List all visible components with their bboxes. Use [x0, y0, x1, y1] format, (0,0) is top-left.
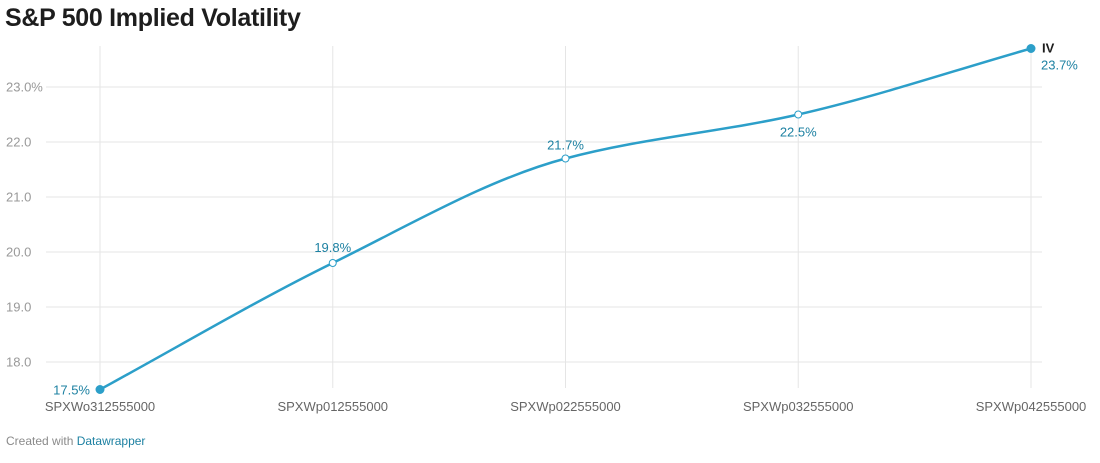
x-tick-label: SPXWo312555000 [45, 399, 155, 414]
y-tick-label: 22.0 [6, 135, 31, 150]
y-tick-label: 19.0 [6, 300, 31, 315]
y-tick-label: 23.0% [6, 80, 43, 95]
data-label: 19.8% [314, 240, 351, 255]
datawrapper-link[interactable]: Datawrapper [76, 434, 146, 448]
x-tick-label: SPXWp012555000 [277, 399, 388, 414]
x-tick-label: SPXWp022555000 [510, 399, 621, 414]
footer-credit: Created with Datawrapper [6, 434, 145, 448]
data-point [1026, 44, 1036, 53]
footer-prefix: Created with [6, 434, 74, 448]
data-point [95, 385, 105, 394]
y-tick-label: 18.0 [6, 355, 31, 370]
chart-title: S&P 500 Implied Volatility [5, 4, 301, 32]
x-tick-label: SPXWp042555000 [976, 399, 1087, 414]
line-chart: 18.0 19.0 20.0 21.0 22.0 23.0% SPXWo312555000 S… [6, 41, 1087, 415]
data-label: 23.7% [1041, 58, 1078, 73]
data-label: 22.5% [780, 125, 817, 140]
data-point [794, 110, 803, 119]
data-label: 17.5% [53, 383, 90, 398]
data-point [328, 259, 337, 267]
y-tick-label: 21.0 [6, 190, 31, 205]
x-tick-label: SPXWp032555000 [743, 399, 854, 414]
data-point [561, 154, 570, 163]
y-tick-label: 20.0 [6, 245, 31, 260]
series-name-label: IV [1042, 41, 1055, 56]
data-label: 21.7% [547, 138, 584, 153]
